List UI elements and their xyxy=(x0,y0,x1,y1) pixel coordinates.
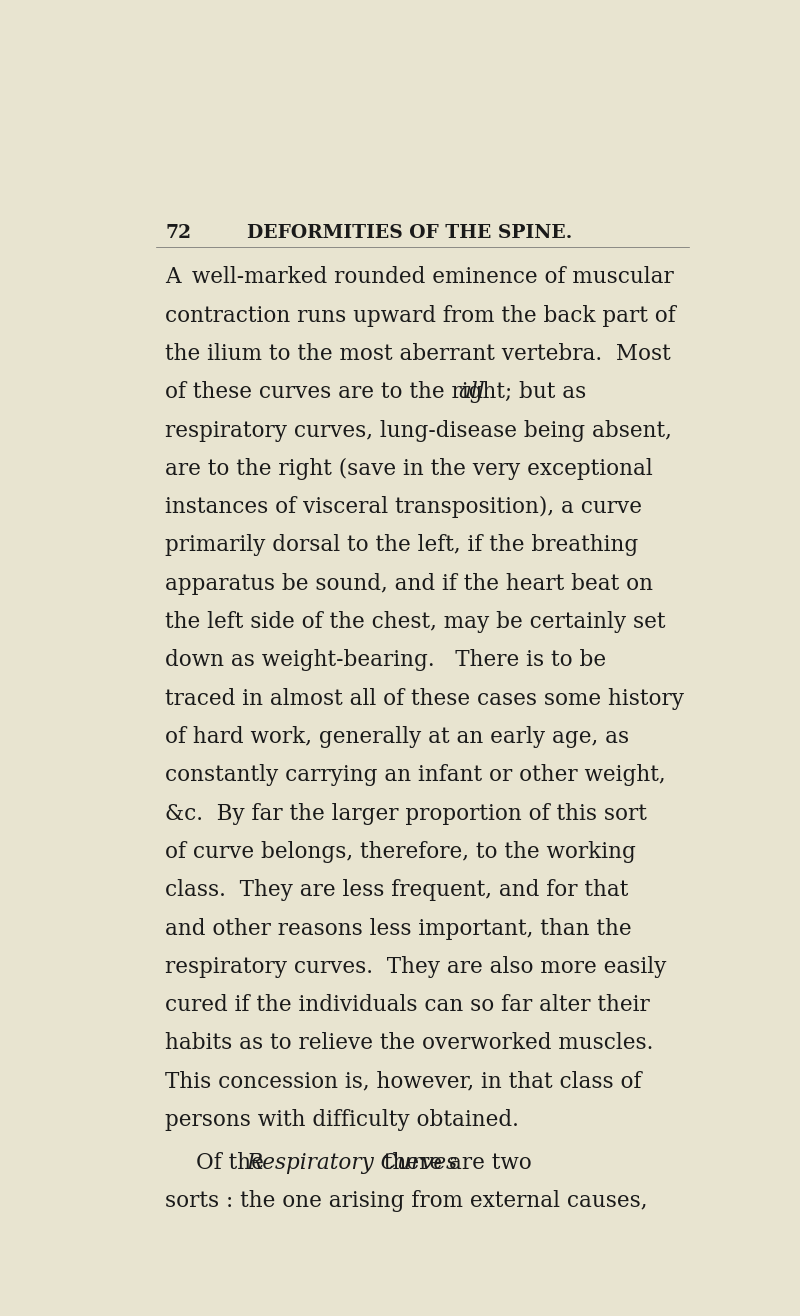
Text: &c.  By far the larger proportion of this sort: &c. By far the larger proportion of this… xyxy=(165,803,647,825)
Text: and other reasons less important, than the: and other reasons less important, than t… xyxy=(165,917,632,940)
Text: persons with difficulty obtained.: persons with difficulty obtained. xyxy=(165,1109,519,1130)
Text: cured if the individuals can so far alter their: cured if the individuals can so far alte… xyxy=(165,994,650,1016)
Text: of hard work, generally at an early age, as: of hard work, generally at an early age,… xyxy=(165,726,630,747)
Text: well-marked rounded eminence of muscular: well-marked rounded eminence of muscular xyxy=(185,266,674,288)
Text: there are two: there are two xyxy=(377,1152,531,1174)
Text: 72: 72 xyxy=(165,224,191,242)
Text: This concession is, however, in that class of: This concession is, however, in that cla… xyxy=(165,1071,642,1092)
Text: contraction runs upward from the back part of: contraction runs upward from the back pa… xyxy=(165,304,676,326)
Text: habits as to relieve the overworked muscles.: habits as to relieve the overworked musc… xyxy=(165,1033,654,1054)
Text: of curve belongs, therefore, to the working: of curve belongs, therefore, to the work… xyxy=(165,841,636,863)
Text: class.  They are less frequent, and for that: class. They are less frequent, and for t… xyxy=(165,879,629,901)
Text: respiratory curves.  They are also more easily: respiratory curves. They are also more e… xyxy=(165,955,666,978)
Text: of these curves are to the right; but as: of these curves are to the right; but as xyxy=(165,382,594,403)
Text: apparatus be sound, and if the heart beat on: apparatus be sound, and if the heart bea… xyxy=(165,572,653,595)
Text: the left side of the chest, may be certainly set: the left side of the chest, may be certa… xyxy=(165,611,666,633)
Text: are to the right (save in the very exceptional: are to the right (save in the very excep… xyxy=(165,458,653,480)
Text: Respiratory Curves: Respiratory Curves xyxy=(246,1152,458,1174)
Text: Of the: Of the xyxy=(196,1152,271,1174)
Text: traced in almost all of these cases some history: traced in almost all of these cases some… xyxy=(165,688,684,709)
Text: the ilium to the most aberrant vertebra.  Most: the ilium to the most aberrant vertebra.… xyxy=(165,343,671,365)
Text: DEFORMITIES OF THE SPINE.: DEFORMITIES OF THE SPINE. xyxy=(247,224,573,242)
Text: primarily dorsal to the left, if the breathing: primarily dorsal to the left, if the bre… xyxy=(165,534,638,557)
Text: A: A xyxy=(165,266,181,288)
Text: constantly carrying an infant or other weight,: constantly carrying an infant or other w… xyxy=(165,765,666,786)
Text: all: all xyxy=(458,382,486,403)
Text: sorts : the one arising from external causes,: sorts : the one arising from external ca… xyxy=(165,1190,648,1212)
Text: down as weight-bearing.   There is to be: down as weight-bearing. There is to be xyxy=(165,649,606,671)
Text: respiratory curves, lung-disease being absent,: respiratory curves, lung-disease being a… xyxy=(165,420,672,442)
Text: instances of visceral transposition), a curve: instances of visceral transposition), a … xyxy=(165,496,642,519)
